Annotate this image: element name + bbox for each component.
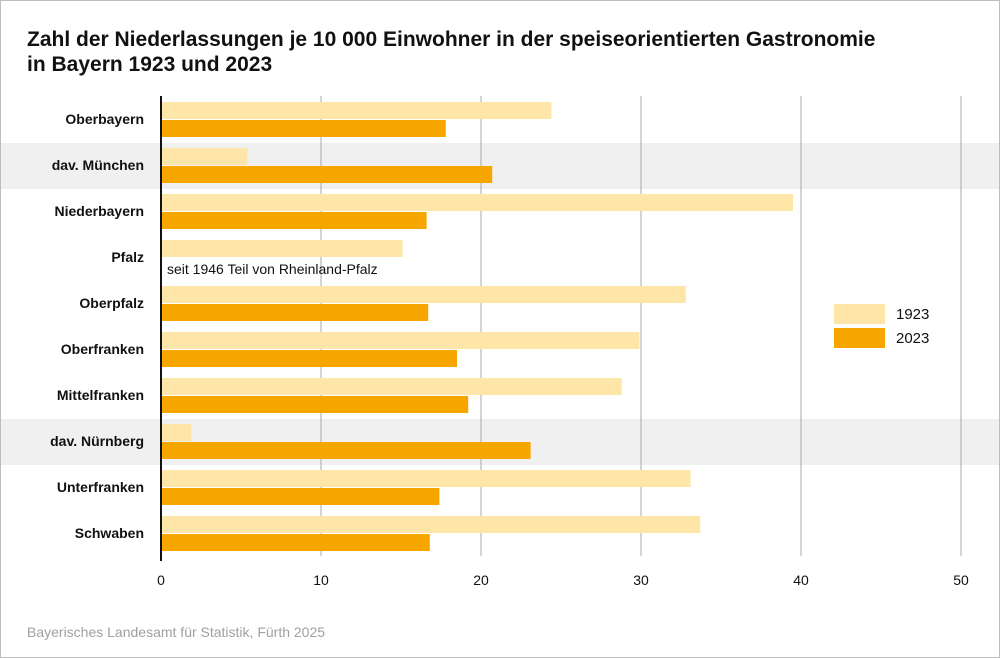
x-tick-label: 0: [157, 572, 165, 588]
x-tick-label: 40: [793, 572, 809, 588]
category-label: Niederbayern: [55, 203, 144, 219]
category-label: Unterfranken: [57, 479, 144, 495]
category-label: Oberfranken: [61, 341, 144, 357]
source-note: Bayerisches Landesamt für Statistik, Für…: [27, 624, 326, 640]
bar-1923: [161, 424, 192, 441]
bar-2023: [161, 166, 493, 183]
bar-2023: [161, 396, 469, 413]
legend-label: 1923: [896, 306, 929, 323]
annotation: seit 1946 Teil von Rheinland-Pfalz: [167, 261, 378, 277]
x-tick-label: 30: [633, 572, 649, 588]
legend-swatch-1923: [834, 304, 885, 324]
bar-2023: [161, 488, 440, 505]
bar-2023: [161, 534, 430, 551]
bar-1923: [161, 470, 691, 487]
bar-1923: [161, 378, 622, 395]
bar-2023: [161, 120, 446, 137]
bar-2023: [161, 212, 427, 229]
row-highlight: [1, 143, 999, 189]
bar-1923: [161, 516, 701, 533]
bar-2023: [161, 350, 457, 367]
bar-2023: [161, 304, 429, 321]
legend-label: 2023: [896, 330, 929, 347]
category-label: Schwaben: [75, 525, 144, 541]
bar-1923: [161, 194, 793, 211]
category-label: Oberpfalz: [79, 295, 144, 311]
bar-1923: [161, 332, 640, 349]
category-label: Mittelfranken: [57, 387, 144, 403]
x-tick-label: 50: [953, 572, 969, 588]
category-label: Pfalz: [111, 249, 144, 265]
x-tick-label: 10: [313, 572, 329, 588]
legend-swatch-2023: [834, 328, 885, 348]
bar-2023: [161, 442, 531, 459]
bar-1923: [161, 102, 552, 119]
category-label: dav. München: [52, 157, 144, 173]
bar-1923: [161, 148, 248, 165]
chart-title: Zahl der Niederlassungen je 10 000 Einwo…: [27, 28, 876, 76]
x-tick-label: 20: [473, 572, 489, 588]
bar-chart: 0 10 20 30 40 50 Oberbayern dav. München Niederb…: [1, 96, 999, 588]
category-label: Oberbayern: [65, 111, 144, 127]
bar-1923: [161, 286, 686, 303]
category-label: dav. Nürnberg: [50, 433, 144, 449]
bar-1923: [161, 240, 403, 257]
